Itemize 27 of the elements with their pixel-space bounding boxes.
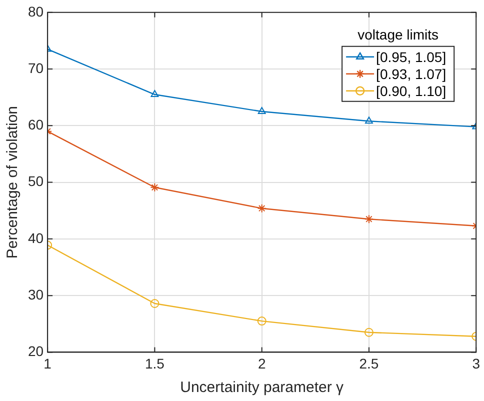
y-tick-label: 80 — [28, 3, 44, 20]
y-tick-label: 70 — [28, 60, 44, 76]
point — [365, 116, 373, 124]
legend-label: [0.95, 1.05] — [376, 48, 446, 65]
legend-title: voltage limits — [358, 26, 439, 42]
y-axis-title: Percentage of violation — [4, 106, 22, 259]
point — [257, 316, 266, 326]
x-tick-label: 2.5 — [359, 355, 379, 372]
point — [150, 90, 159, 98]
point — [258, 107, 266, 114]
point — [257, 204, 266, 213]
y-tick-label: 20 — [28, 343, 44, 360]
x-tick-label: 2 — [258, 355, 266, 372]
x-tick-label: 3 — [472, 355, 480, 372]
legend-label: [0.93, 1.07] — [376, 66, 446, 82]
legend-label: [0.90, 1.10] — [376, 82, 446, 99]
point — [150, 298, 160, 308]
point — [364, 214, 374, 224]
x-tick-label: 1.5 — [144, 355, 165, 372]
x-axis-title: Uncertainity parameter γ — [180, 379, 344, 396]
y-tick-label: 40 — [28, 230, 44, 246]
y-tick-label: 50 — [28, 173, 44, 190]
y-tick-label: 30 — [28, 286, 44, 302]
x-tick-label: 1 — [44, 355, 52, 372]
y-tick-label: 60 — [28, 116, 44, 133]
point — [150, 182, 160, 192]
point — [364, 328, 374, 337]
